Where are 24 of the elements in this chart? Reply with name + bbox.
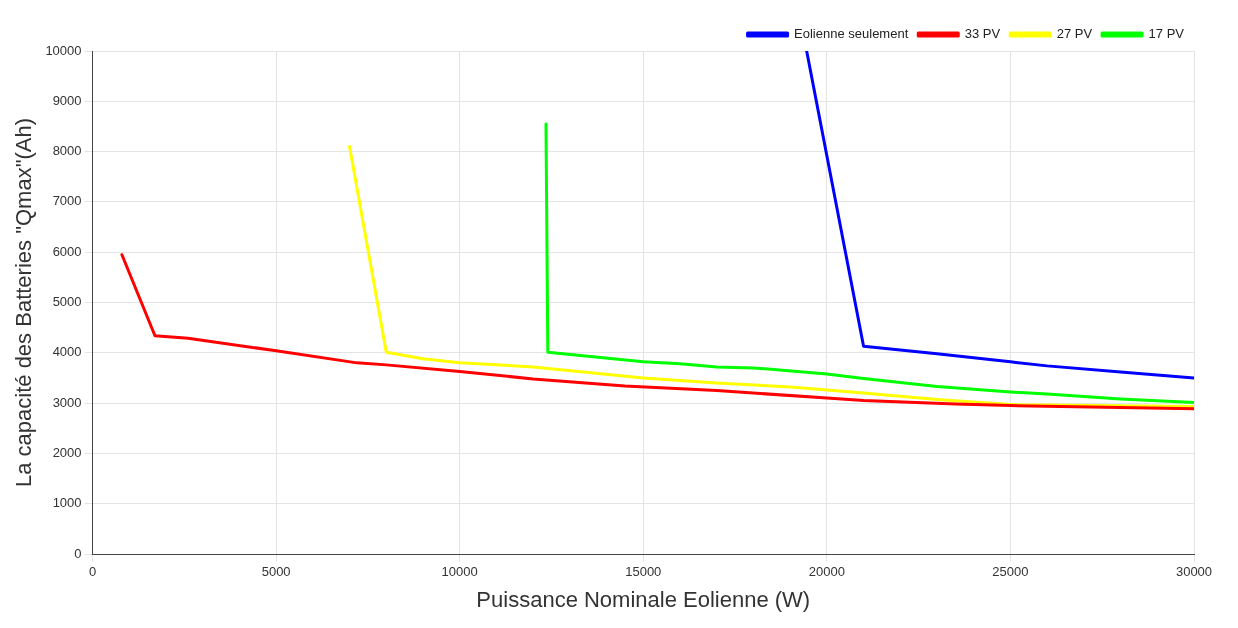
x-tick-label: 30000 bbox=[1175, 564, 1213, 580]
y-tick-label: 0 bbox=[74, 545, 82, 561]
legend-label: 33 PV bbox=[964, 26, 1001, 42]
x-tick-label: 5000 bbox=[261, 564, 291, 580]
x-tick-label: 25000 bbox=[992, 564, 1029, 580]
y-tick-label: 3000 bbox=[52, 394, 82, 410]
y-tick-label: 2000 bbox=[52, 444, 82, 460]
y-tick-label: 7000 bbox=[52, 193, 82, 209]
x-tick-label: 0 bbox=[88, 564, 97, 580]
legend-label: 17 PV bbox=[1148, 26, 1185, 42]
y-tick-label: 1000 bbox=[52, 495, 82, 511]
y-tick-label: 4000 bbox=[52, 344, 82, 360]
x-axis-title: Puissance Nominale Eolienne (W) bbox=[476, 586, 811, 612]
y-tick-label: 6000 bbox=[52, 243, 82, 259]
y-tick-label: 10000 bbox=[45, 42, 82, 58]
x-tick-label: 15000 bbox=[625, 564, 662, 580]
y-tick-label: 9000 bbox=[52, 92, 82, 108]
y-axis-title: La capacité des Batteries "Qmax"(Ah) bbox=[11, 117, 37, 488]
y-tick-label: 8000 bbox=[52, 143, 82, 159]
y-tick-label: 5000 bbox=[52, 294, 82, 310]
legend-label: 27 PV bbox=[1056, 26, 1093, 42]
x-tick-label: 20000 bbox=[808, 564, 845, 580]
x-tick-label: 10000 bbox=[441, 564, 478, 580]
legend-label: Eolienne seulement bbox=[794, 26, 909, 42]
